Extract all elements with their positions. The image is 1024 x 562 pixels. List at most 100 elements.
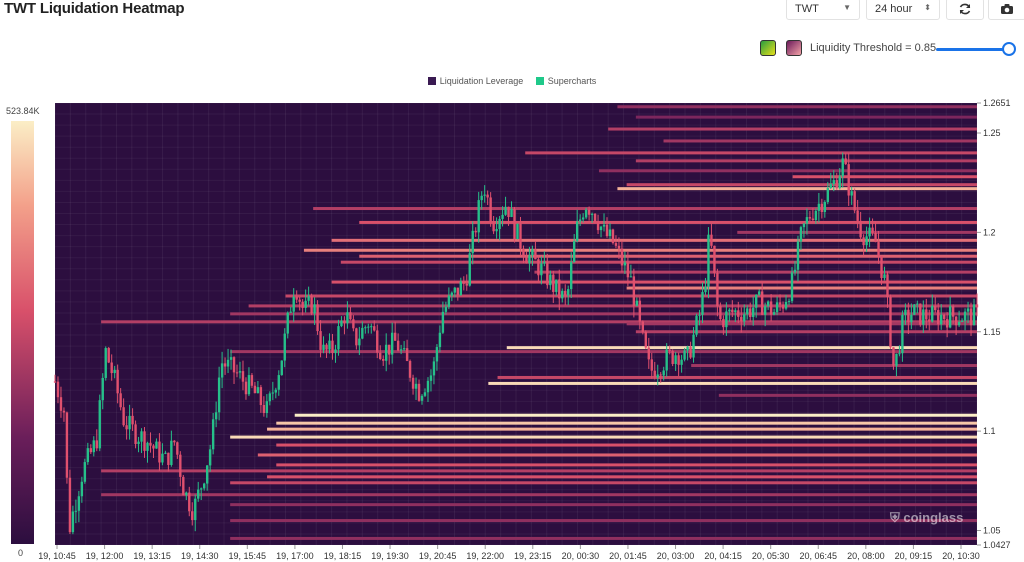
- candle-body: [901, 314, 904, 354]
- threshold-slider-handle[interactable]: [1002, 42, 1016, 56]
- candle-body: [337, 326, 340, 350]
- liquidation-band: [257, 453, 978, 457]
- candle-body: [250, 375, 254, 386]
- candle-body: [492, 222, 495, 232]
- candle-body: [131, 415, 134, 425]
- candle-body: [134, 424, 137, 445]
- candle-body: [659, 374, 662, 376]
- x-tick-label: 20, 06:45: [799, 551, 837, 561]
- candle-body: [220, 363, 224, 378]
- coinglass-logo-icon: ⛨: [890, 510, 900, 525]
- liquidation-band: [230, 519, 977, 523]
- candle-body: [510, 209, 513, 217]
- candle-body: [155, 441, 158, 449]
- color-scheme-green-swatch[interactable]: [760, 40, 776, 56]
- candle-body: [74, 510, 78, 512]
- candle-body: [537, 259, 540, 276]
- candle-body: [590, 213, 594, 215]
- candle-body: [352, 319, 355, 329]
- range-select[interactable]: 24 hour ⬍: [866, 0, 940, 20]
- candle-body: [608, 229, 612, 237]
- price-candles: [53, 152, 979, 535]
- candle-body: [140, 431, 143, 442]
- candle-body: [122, 407, 125, 426]
- candle-body: [683, 350, 686, 360]
- liquidation-band: [313, 207, 977, 211]
- candle-body: [286, 312, 289, 334]
- candle-body: [56, 381, 60, 398]
- candle-body: [641, 321, 645, 332]
- candle-body: [501, 214, 504, 219]
- candle-body: [200, 488, 203, 490]
- legend-item-supercharts[interactable]: Supercharts: [535, 76, 596, 86]
- candle-body: [95, 440, 98, 449]
- candle-body: [265, 401, 269, 414]
- liquidation-band: [663, 139, 977, 143]
- candle-body: [680, 359, 683, 365]
- candle-body: [656, 374, 659, 378]
- candle-body: [522, 248, 525, 258]
- symbol-select[interactable]: TWT ▼: [786, 0, 860, 20]
- candle-body: [886, 274, 889, 298]
- candle-body: [740, 316, 743, 322]
- liquidation-band: [294, 413, 978, 417]
- candle-body: [334, 349, 337, 353]
- candle-body: [567, 289, 570, 296]
- candle-body: [364, 327, 367, 329]
- candle-body: [86, 448, 90, 463]
- candle-body: [793, 269, 797, 273]
- candle-body: [247, 375, 251, 395]
- y-tick-label: 1.05: [983, 525, 1001, 535]
- candle-body: [602, 224, 606, 227]
- candle-body: [692, 334, 695, 358]
- candle-body: [432, 361, 436, 376]
- candle-body: [766, 301, 770, 307]
- candle-body: [934, 305, 937, 311]
- candle-body: [188, 492, 191, 512]
- candle-body: [972, 304, 976, 326]
- liquidation-band: [626, 286, 977, 290]
- candle-body: [578, 219, 582, 222]
- candle-body: [53, 381, 57, 383]
- candle-body: [98, 400, 101, 449]
- liquidation-band: [267, 427, 977, 431]
- candle-body: [325, 344, 328, 350]
- candle-body: [743, 314, 746, 322]
- candle-body: [945, 319, 949, 328]
- candle-body: [152, 445, 155, 449]
- color-scheme-pink-swatch[interactable]: [786, 40, 802, 56]
- candle-body: [963, 311, 967, 321]
- candle-body: [814, 210, 818, 221]
- chevron-down-icon: ▼: [843, 3, 851, 12]
- refresh-button[interactable]: [946, 0, 984, 20]
- candle-body: [937, 310, 940, 325]
- candle-body: [808, 217, 812, 219]
- liquidation-band: [248, 304, 977, 308]
- candle-body: [80, 481, 84, 497]
- coinglass-watermark: ⛨ coinglass: [890, 510, 963, 526]
- candle-body: [253, 385, 257, 394]
- candle-body: [913, 304, 916, 315]
- candle-body: [668, 349, 671, 351]
- candle-body: [62, 410, 66, 413]
- candle-body: [358, 338, 361, 346]
- candle-body: [713, 245, 716, 273]
- candle-body: [647, 347, 650, 360]
- candle-body: [116, 369, 119, 394]
- candle-body: [238, 371, 242, 373]
- liquidation-band: [230, 536, 977, 540]
- screenshot-button[interactable]: [988, 0, 1024, 20]
- candle-body: [435, 347, 439, 362]
- candle-body: [504, 206, 507, 215]
- x-tick-label: 19, 23:15: [514, 551, 552, 561]
- candle-body: [474, 230, 477, 233]
- candle-body: [459, 281, 462, 296]
- candle-body: [707, 234, 710, 287]
- candle-body: [919, 303, 922, 325]
- threshold-slider-track[interactable]: [936, 48, 1012, 51]
- legend-item-liquidation-leverage[interactable]: Liquidation Leverage: [427, 76, 523, 86]
- x-tick-label: 19, 18:15: [324, 551, 362, 561]
- candle-body: [158, 441, 161, 463]
- candle-body: [722, 319, 725, 328]
- candle-body: [856, 210, 859, 221]
